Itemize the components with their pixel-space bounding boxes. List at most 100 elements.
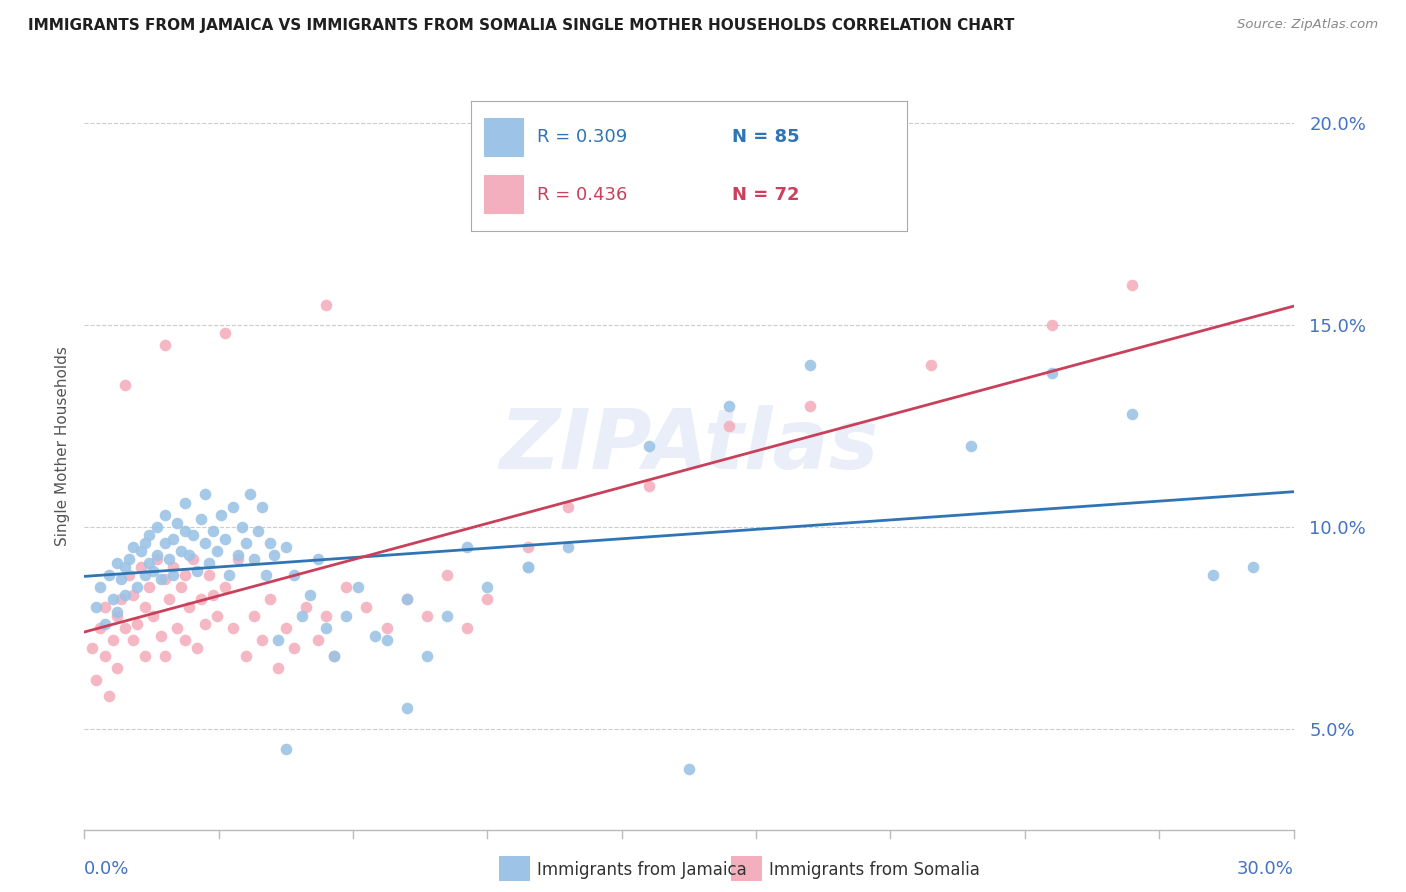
Point: [477, 580, 499, 594]
Point: [307, 552, 329, 566]
Point: [174, 495, 197, 509]
Point: [250, 632, 273, 647]
Point: [157, 592, 180, 607]
Point: [166, 621, 188, 635]
Point: [105, 605, 128, 619]
Point: [242, 552, 264, 566]
Point: [209, 508, 232, 522]
Point: [315, 298, 337, 312]
Point: [250, 500, 273, 514]
Point: [142, 564, 165, 578]
Text: Source: ZipAtlas.com: Source: ZipAtlas.com: [1237, 18, 1378, 31]
Point: [82, 640, 104, 655]
Point: [118, 552, 141, 566]
Point: [125, 580, 148, 594]
Point: [516, 560, 538, 574]
Point: [375, 632, 398, 647]
Point: [1040, 318, 1063, 332]
Point: [226, 552, 249, 566]
Point: [416, 648, 439, 663]
Point: [93, 600, 115, 615]
Point: [129, 560, 152, 574]
Point: [315, 608, 337, 623]
Point: [477, 592, 499, 607]
Point: [121, 540, 143, 554]
Point: [190, 592, 212, 607]
Point: [198, 556, 221, 570]
Point: [162, 532, 184, 546]
Point: [207, 544, 229, 558]
Point: [347, 580, 370, 594]
Point: [149, 572, 172, 586]
Point: [283, 568, 305, 582]
Point: [166, 516, 188, 530]
Point: [105, 556, 128, 570]
Point: [214, 580, 236, 594]
Point: [456, 540, 478, 554]
Point: [557, 500, 579, 514]
Point: [235, 536, 257, 550]
Point: [718, 418, 741, 433]
Point: [138, 528, 160, 542]
Point: [153, 338, 176, 352]
Point: [121, 632, 143, 647]
Point: [254, 568, 277, 582]
Point: [174, 524, 197, 538]
Point: [226, 548, 249, 562]
Point: [436, 608, 458, 623]
Point: [291, 608, 314, 623]
Point: [86, 600, 108, 615]
Point: [93, 648, 115, 663]
Point: [456, 621, 478, 635]
Point: [259, 536, 281, 550]
Point: [194, 536, 217, 550]
Point: [142, 608, 165, 623]
Point: [246, 524, 269, 538]
Point: [207, 608, 229, 623]
Point: [146, 552, 169, 566]
Point: [153, 572, 176, 586]
Point: [118, 568, 141, 582]
Point: [395, 592, 418, 607]
Point: [283, 640, 305, 655]
Point: [170, 580, 193, 594]
Point: [295, 600, 318, 615]
Point: [190, 511, 212, 525]
Point: [436, 568, 458, 582]
Point: [1241, 560, 1264, 574]
Point: [222, 500, 245, 514]
Point: [718, 399, 741, 413]
Point: [557, 540, 579, 554]
Point: [179, 600, 201, 615]
Point: [259, 592, 281, 607]
Point: [174, 632, 197, 647]
Point: [101, 632, 124, 647]
Point: [121, 588, 143, 602]
Point: [93, 616, 115, 631]
Point: [375, 621, 398, 635]
Text: 30.0%: 30.0%: [1237, 860, 1294, 879]
Point: [267, 632, 290, 647]
Point: [198, 568, 221, 582]
Point: [146, 548, 169, 562]
Point: [134, 600, 156, 615]
Point: [799, 358, 821, 372]
Point: [125, 616, 148, 631]
Point: [146, 520, 169, 534]
Point: [356, 600, 378, 615]
Point: [129, 544, 152, 558]
Point: [263, 548, 285, 562]
Point: [138, 556, 160, 570]
Point: [157, 552, 180, 566]
Point: [153, 508, 176, 522]
Point: [235, 648, 257, 663]
Point: [242, 608, 264, 623]
Point: [186, 640, 208, 655]
Point: [323, 648, 346, 663]
Point: [274, 540, 297, 554]
Point: [114, 621, 136, 635]
Text: ZIPAtlas: ZIPAtlas: [499, 406, 879, 486]
Point: [114, 378, 136, 392]
Point: [678, 762, 700, 776]
Point: [335, 580, 357, 594]
